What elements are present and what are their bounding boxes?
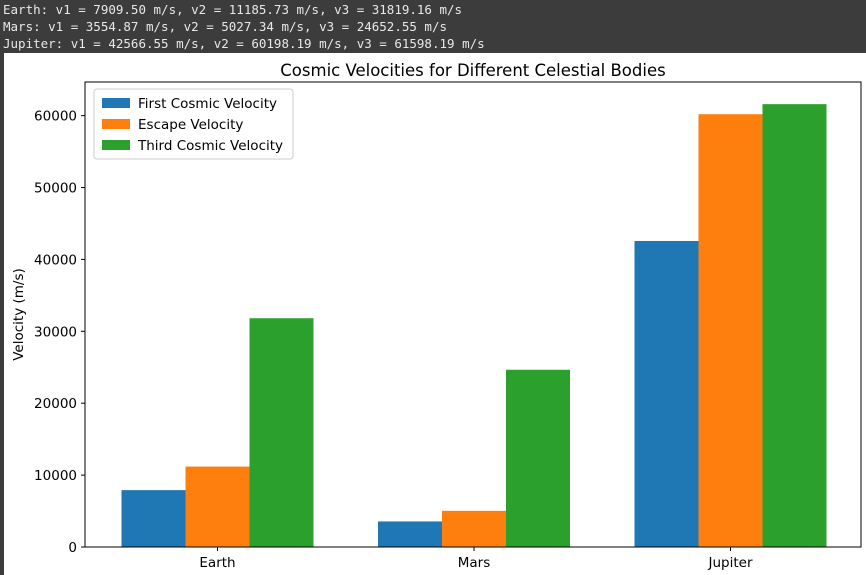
console-line-jupiter: Jupiter: v1 = 42566.55 m/s, v2 = 60198.1… [3, 36, 485, 51]
y-tick-label-10000: 10000 [34, 468, 77, 484]
y-tick-label-20000: 20000 [34, 396, 77, 412]
y-tick-label-60000: 60000 [34, 109, 77, 125]
chart: Cosmic Velocities for Different Celestia… [11, 61, 862, 571]
y-tick-label-40000: 40000 [34, 252, 77, 268]
console-edge [0, 53, 4, 575]
bar-mars-2 [442, 510, 506, 547]
console-line-mars: Mars: v1 = 3554.87 m/s, v2 = 5027.34 m/s… [3, 19, 448, 34]
figure: Cosmic Velocities for Different Celestia… [0, 53, 866, 575]
y-axis-label: Velocity (m/s) [11, 268, 27, 361]
legend-swatch-1 [102, 98, 130, 108]
y-tick-label-30000: 30000 [34, 324, 77, 340]
bar-jupiter-1 [634, 240, 699, 547]
bar-earth-3 [249, 318, 314, 547]
bar-earth-1 [121, 490, 186, 547]
x-tick-label-mars: Mars [458, 555, 491, 571]
legend-box [93, 88, 294, 160]
y-tick-label-0: 0 [68, 540, 77, 556]
legend-label-3: Third Cosmic Velocity [137, 138, 283, 154]
bar-jupiter-3 [762, 104, 827, 548]
y-tick-label-50000: 50000 [34, 181, 77, 197]
bar-mars-3 [506, 369, 570, 547]
console-output: Earth: v1 = 7909.50 m/s, v2 = 11185.73 m… [0, 0, 866, 53]
legend-label-1: First Cosmic Velocity [138, 96, 277, 112]
bar-earth-2 [185, 466, 250, 547]
bar-mars-1 [378, 521, 442, 547]
legend-label-2: Escape Velocity [138, 117, 243, 133]
legend-swatch-2 [102, 119, 130, 129]
chart-title: Cosmic Velocities for Different Celestia… [280, 61, 665, 80]
console-line-earth: Earth: v1 = 7909.50 m/s, v2 = 11185.73 m… [3, 2, 463, 17]
x-tick-label-jupiter: Jupiter [707, 555, 752, 571]
legend-swatch-3 [102, 140, 130, 150]
bar-jupiter-2 [698, 114, 763, 547]
x-tick-label-earth: Earth [199, 555, 235, 571]
plot-frame [84, 81, 862, 548]
